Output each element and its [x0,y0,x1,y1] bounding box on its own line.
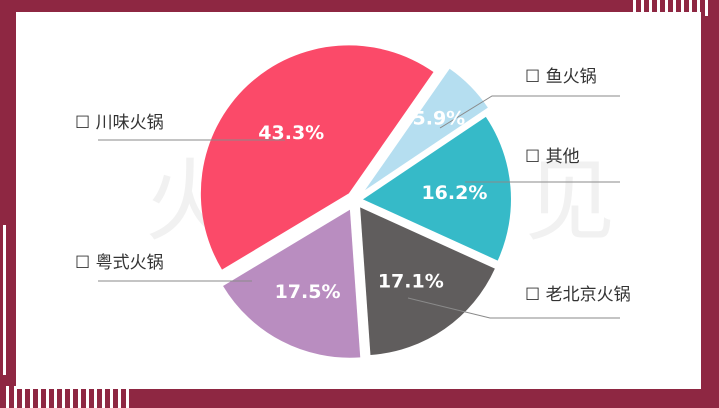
stripe-top [705,0,708,16]
stripe-bottom [110,386,113,408]
stripe-bottom [86,386,89,408]
leader-lines [98,95,620,319]
pie-slice [362,116,511,261]
stripe-top [665,0,668,16]
stripe-bottom [70,386,73,408]
slice-percent-label: 17.5% [275,281,341,303]
category-labels: ☐ 川味火锅 ☐ 鱼火锅 ☐ 其他 ☐ 老北京火锅 ☐ 粤式火锅 [75,67,631,305]
stripe-bottom [30,386,33,408]
pie-slice [360,207,495,356]
pie-slices [200,45,511,358]
pie-slice [364,68,488,191]
stripe-top [697,0,700,16]
slice-percent-label: 5.9% [413,108,466,130]
pie-slice [223,209,361,358]
stripe-bottom [14,386,17,408]
watermark-right: 见 [525,149,615,254]
stripe-top [681,0,684,16]
category-label: ☐ 鱼火锅 [525,67,597,87]
stripe-bottom [54,386,57,408]
slice-percent-label: 43.3% [258,122,324,144]
category-label: ☐ 川味火锅 [75,113,164,133]
percent-labels: 43.3% 5.9% 16.2% 17.1% 17.5% [258,108,487,304]
stripe-bottom [118,386,121,408]
stripe-bottom [46,386,49,408]
stripe-top [673,0,676,16]
stripe-bottom [22,386,25,408]
stripe-top [633,0,636,16]
stripe-top [657,0,660,16]
stripe-bottom [38,386,41,408]
stripe-top [689,0,692,16]
stripe-bottom [62,386,65,408]
category-label: ☐ 老北京火锅 [525,285,631,305]
category-label: ☐ 粤式火锅 [75,253,164,273]
category-label: ☐ 其他 [525,147,580,167]
leader-line [439,95,620,129]
stripe-top [649,0,652,16]
decorative-stripes [3,0,708,408]
stripe-bottom [6,386,9,408]
stripe-bottom [78,386,81,408]
stripe-left [3,225,6,375]
slice-percent-label: 17.1% [378,270,444,292]
stripe-bottom [94,386,97,408]
stripe-top [641,0,644,16]
stripe-bottom [126,386,129,408]
pie-slice [200,45,434,270]
slice-percent-label: 16.2% [421,182,487,204]
leader-line [407,297,620,319]
stripe-bottom [102,386,105,408]
